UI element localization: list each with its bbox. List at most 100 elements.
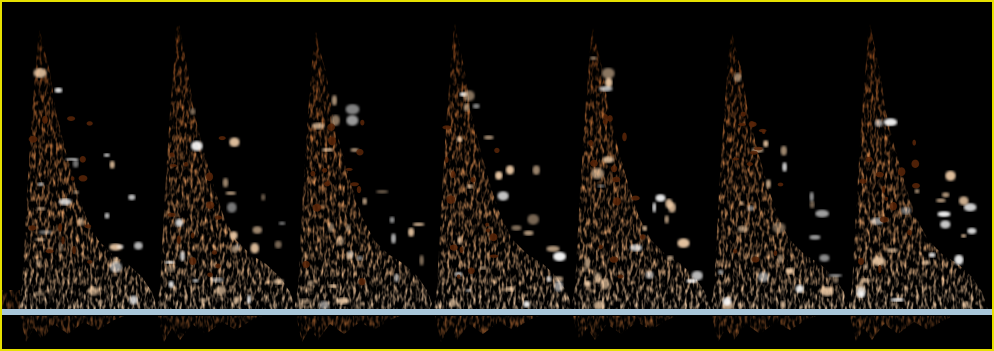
speckle-highlight (584, 258, 591, 269)
speckle-highlight (642, 225, 648, 232)
speckle-highlight (229, 231, 238, 240)
speckle-highlight (307, 280, 314, 286)
speckle-highlight (483, 135, 494, 140)
reverse-flow-group (20, 316, 954, 342)
speckle-highlight (497, 191, 509, 201)
speckle-dropout (72, 246, 76, 255)
reverse-flow-signal (573, 316, 677, 342)
speckle-dropout (312, 203, 322, 212)
speckle-highlight (180, 250, 185, 262)
speckle-highlight (819, 254, 830, 262)
speckle-highlight (655, 194, 666, 202)
waveform-cycle (433, 24, 573, 310)
speckle-highlight (890, 297, 905, 302)
speckle-highlight (463, 90, 475, 101)
speckle-dropout (78, 175, 88, 182)
speckle-dropout (489, 233, 498, 242)
waveform-envelope (710, 32, 850, 310)
speckle-highlight (168, 280, 174, 289)
speckle-highlight (109, 261, 123, 273)
speckle-dropout (879, 216, 889, 223)
speckle-dropout (79, 156, 86, 163)
speckle-highlight (820, 286, 834, 297)
waveform-cycle (848, 24, 988, 310)
speckle-highlight (954, 254, 964, 265)
speckle-highlight (757, 272, 769, 283)
speckle-dropout (356, 186, 362, 194)
speckle-highlight (412, 222, 425, 227)
speckle-highlight (652, 202, 657, 213)
waveform-group (2, 20, 988, 310)
speckle-highlight (863, 264, 868, 270)
speckle-highlight (809, 191, 814, 202)
speckle-dropout (358, 278, 366, 286)
speckle-dropout (753, 146, 763, 151)
speckle-highlight (593, 272, 602, 284)
speckle-dropout (467, 267, 475, 275)
speckle-highlight (546, 245, 560, 252)
speckle-dropout (884, 196, 889, 201)
speckle-dropout (310, 170, 316, 177)
waveform-envelope (18, 30, 158, 310)
speckle-highlight (795, 284, 804, 293)
speckle-highlight (36, 206, 46, 211)
speckle-dropout (449, 244, 458, 251)
speckle-highlight (809, 200, 815, 209)
reverse-flow-signal (850, 316, 954, 342)
speckle-highlight (765, 179, 772, 189)
speckle-highlight (346, 253, 353, 261)
speckle-dropout (450, 170, 456, 178)
speckle-highlight (874, 119, 883, 127)
speckle-highlight (697, 290, 702, 298)
speckle-dropout (28, 135, 38, 143)
speckle-dropout (609, 256, 619, 263)
reverse-flow-signal (296, 316, 400, 342)
speckle-highlight (129, 295, 138, 305)
speckle-highlight (883, 118, 898, 127)
speckle-dropout (858, 257, 864, 266)
speckle-highlight (346, 224, 351, 232)
speckle-highlight (668, 202, 676, 213)
speckle-highlight (495, 171, 503, 180)
speckle-highlight (523, 230, 534, 236)
speckle-highlight (222, 177, 229, 188)
speckle-dropout (878, 264, 882, 274)
speckle-dropout (470, 177, 476, 183)
waveform-cycle (571, 28, 711, 310)
speckle-dropout (489, 254, 499, 258)
speckle-highlight (664, 215, 669, 224)
speckle-highlight (809, 234, 821, 240)
speckle-highlight (591, 168, 604, 179)
speckle-dropout (215, 263, 221, 269)
speckle-highlight (390, 233, 397, 244)
speckle-dropout (603, 114, 608, 120)
speckle-highlight (763, 140, 769, 148)
speckle-highlight (935, 198, 946, 203)
waveform-envelope (156, 20, 296, 310)
reverse-flow-signal (712, 316, 816, 342)
speckle-highlight (828, 273, 843, 278)
speckle-highlight (961, 301, 971, 309)
speckle-highlight (582, 266, 587, 273)
speckle-highlight (33, 291, 44, 297)
speckle-dropout (859, 178, 867, 184)
speckle-highlight (318, 300, 330, 310)
speckle-highlight (958, 196, 969, 206)
speckle-highlight (780, 300, 786, 310)
speckle-highlight (886, 248, 899, 253)
speckle-highlight (215, 285, 226, 296)
speckle-dropout (746, 162, 753, 167)
speckle-highlight (393, 273, 400, 283)
speckle-highlight (963, 203, 977, 212)
speckle-highlight (772, 222, 786, 233)
reverse-flow-signal (435, 316, 539, 342)
speckle-highlight (527, 214, 539, 225)
speckle-dropout (176, 235, 181, 245)
speckle-highlight (109, 160, 115, 169)
speckle-dropout (87, 260, 93, 264)
speckle-highlight (532, 165, 541, 176)
speckle-highlight (321, 147, 334, 152)
speckle-highlight (164, 260, 175, 264)
speckle-highlight (597, 184, 606, 188)
